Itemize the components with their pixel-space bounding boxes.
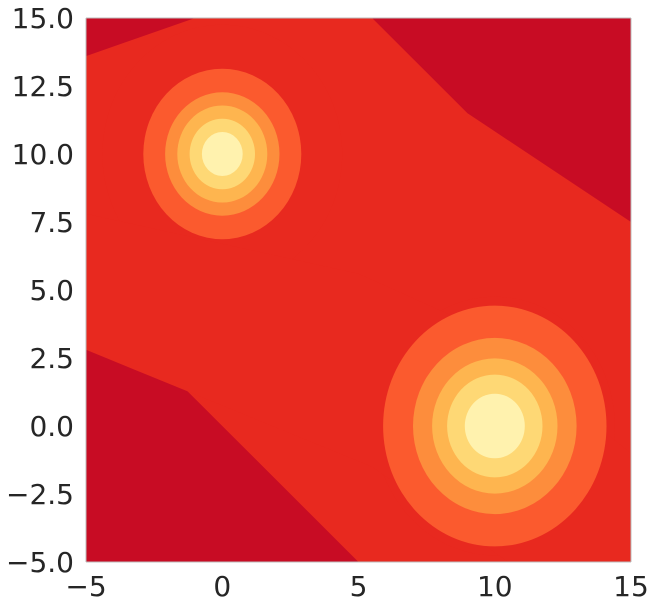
y-tick-label: −2.5 <box>6 478 74 511</box>
y-tick-label: 10.0 <box>12 138 74 171</box>
x-tick-label: −5 <box>65 570 106 603</box>
x-tick-label: 10 <box>477 570 513 603</box>
contour-fills <box>86 18 631 562</box>
y-tick-label: 12.5 <box>12 70 74 103</box>
tick-labels: −5 0 5 10 15 −5.0 −2.5 0.0 2.5 5.0 7.5 10.0 12.5 15.0 <box>6 2 649 603</box>
y-tick-label: 2.5 <box>29 342 74 375</box>
x-tick-label: 5 <box>350 570 368 603</box>
y-tick-label: 0.0 <box>29 410 74 443</box>
x-tick-label: 0 <box>213 570 231 603</box>
contour-level-6-peak-1 <box>201 132 243 176</box>
y-tick-label: 15.0 <box>12 2 74 35</box>
y-tick-label: 5.0 <box>29 274 74 307</box>
contour-level-6-peak-2 <box>464 393 525 459</box>
y-tick-label: 7.5 <box>29 206 74 239</box>
x-tick-label: 15 <box>613 570 649 603</box>
y-tick-label: −5.0 <box>6 546 74 579</box>
axes <box>85 17 632 563</box>
